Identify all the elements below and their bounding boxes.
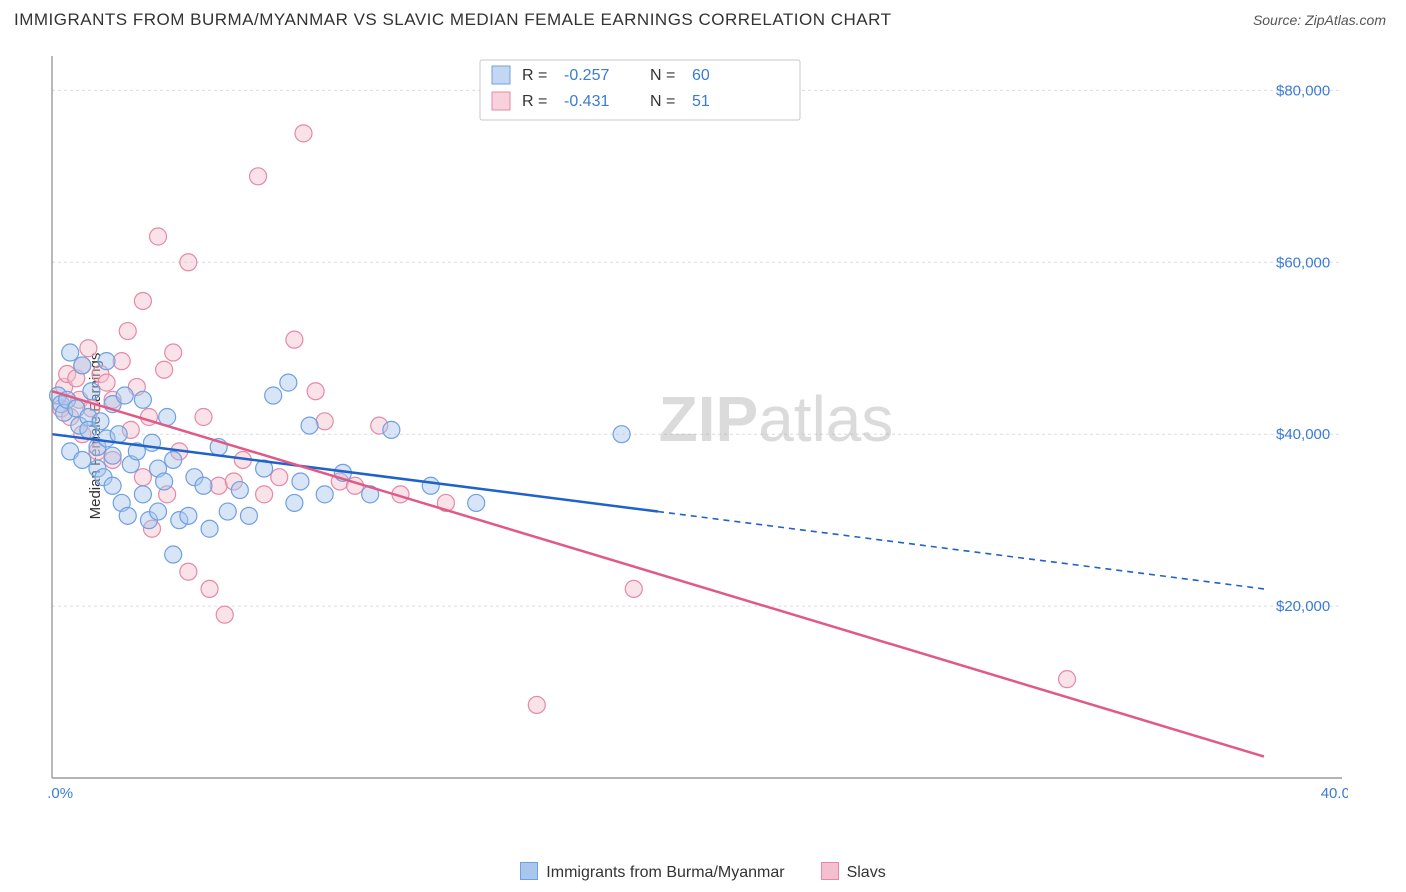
svg-text:60: 60 (692, 67, 710, 84)
data-point-burma (150, 503, 167, 520)
data-point-burma (195, 477, 212, 494)
legend-label: Immigrants from Burma/Myanmar (546, 864, 784, 881)
data-point-burma (201, 520, 218, 537)
data-point-burma (265, 387, 282, 404)
data-point-burma (116, 387, 133, 404)
data-point-slavs (80, 340, 97, 357)
data-point-slavs (316, 413, 333, 430)
data-point-burma (231, 482, 248, 499)
data-point-burma (110, 426, 127, 443)
legend-item-burma[interactable]: Immigrants from Burma/Myanmar (520, 862, 784, 882)
data-point-burma (83, 383, 100, 400)
data-point-burma (134, 391, 151, 408)
data-point-burma (104, 477, 121, 494)
data-point-burma (134, 486, 151, 503)
legend-item-slavs[interactable]: Slavs (821, 862, 886, 882)
data-point-burma (165, 451, 182, 468)
data-point-burma (422, 477, 439, 494)
data-point-burma (301, 417, 318, 434)
data-point-burma (62, 344, 79, 361)
data-point-slavs (195, 409, 212, 426)
data-point-slavs (180, 563, 197, 580)
scatter-chart: $20,000 $40,000 $60,000 $80,000 ZIPatlas 0.0%… (48, 46, 1348, 806)
data-point-burma (613, 426, 630, 443)
svg-text:R =: R = (522, 67, 547, 84)
data-point-burma (74, 451, 91, 468)
data-point-slavs (119, 323, 136, 340)
data-point-burma (98, 353, 115, 370)
data-point-slavs (625, 580, 642, 597)
data-point-slavs (295, 125, 312, 142)
y-tick-label: $20,000 (1276, 598, 1330, 615)
data-point-slavs (150, 228, 167, 245)
data-point-slavs (98, 374, 115, 391)
data-point-burma (92, 413, 109, 430)
data-point-burma (119, 507, 136, 524)
data-point-slavs (286, 331, 303, 348)
y-tick-label: $40,000 (1276, 426, 1330, 443)
data-point-slavs (216, 606, 233, 623)
chart-title: IMMIGRANTS FROM BURMA/MYANMAR VS SLAVIC … (14, 10, 892, 30)
data-point-burma (240, 507, 257, 524)
legend-swatch (520, 862, 538, 880)
legend-swatch (492, 92, 510, 110)
data-point-slavs (256, 486, 273, 503)
data-point-burma (292, 473, 309, 490)
data-point-burma (156, 473, 173, 490)
data-point-burma (383, 421, 400, 438)
bottom-legend: Immigrants from Burma/Myanmar Slavs (0, 862, 1406, 882)
data-point-burma (286, 494, 303, 511)
svg-text:-0.431: -0.431 (564, 93, 609, 110)
data-point-slavs (165, 344, 182, 361)
data-point-slavs (134, 469, 151, 486)
data-point-burma (219, 503, 236, 520)
data-point-burma (280, 374, 297, 391)
svg-text:-0.257: -0.257 (564, 67, 609, 84)
data-point-burma (104, 447, 121, 464)
svg-text:R =: R = (522, 93, 547, 110)
data-point-slavs (307, 383, 324, 400)
data-point-slavs (156, 361, 173, 378)
data-point-slavs (271, 469, 288, 486)
data-point-burma (74, 357, 91, 374)
source-attribution: Source: ZipAtlas.com (1253, 12, 1386, 28)
x-tick-label: 0.0% (48, 785, 73, 802)
data-point-slavs (134, 292, 151, 309)
trendline-extrapolated-burma (658, 512, 1264, 589)
data-point-slavs (528, 696, 545, 713)
data-point-slavs (210, 477, 227, 494)
legend-label: Slavs (847, 864, 886, 881)
data-point-slavs (113, 353, 130, 370)
data-point-burma (468, 494, 485, 511)
data-point-slavs (250, 168, 267, 185)
data-point-burma (316, 486, 333, 503)
data-point-burma (180, 507, 197, 524)
y-tick-label: $80,000 (1276, 82, 1330, 99)
legend-swatch (492, 66, 510, 84)
correlation-legend: R = -0.257 N = 60 R = -0.431 N = 51 (480, 60, 800, 120)
svg-text:N =: N = (650, 67, 675, 84)
watermark: ZIPatlas (659, 383, 894, 455)
data-point-slavs (201, 580, 218, 597)
chart-area: Median Female Earnings $20,000$40,000$60… (48, 46, 1388, 826)
legend-swatch (821, 862, 839, 880)
svg-text:51: 51 (692, 93, 710, 110)
data-point-burma (165, 546, 182, 563)
svg-text:N =: N = (650, 93, 675, 110)
data-point-slavs (180, 254, 197, 271)
data-point-slavs (1059, 671, 1076, 688)
source-link[interactable]: ZipAtlas.com (1305, 12, 1386, 28)
y-tick-label: $60,000 (1276, 254, 1330, 271)
x-tick-label: 40.0% (1321, 785, 1348, 802)
